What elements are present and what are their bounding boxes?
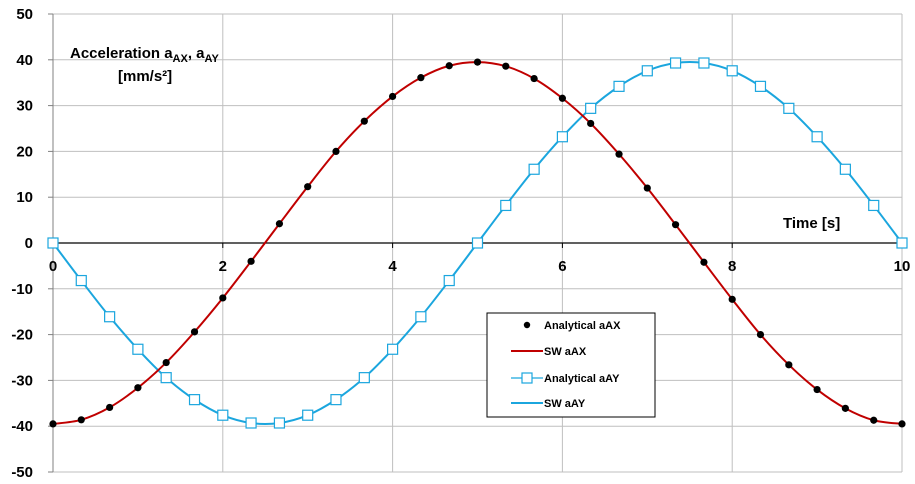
point-analytical-aax — [106, 403, 114, 412]
x-tick-label: 0 — [49, 258, 57, 275]
x-tick-labels: 0 2 4 6 8 10 — [49, 258, 911, 275]
y-axis-label-sep: , a — [188, 45, 205, 62]
point-analytical-aay — [754, 80, 767, 92]
legend-label-sw-aax: SW aAX — [544, 346, 587, 358]
y-tick-labels: 50 40 30 20 10 0 -10 -20 -30 -40 -50 — [11, 6, 33, 481]
y-axis-label-sub1: AX — [173, 53, 189, 65]
point-analytical-aax — [728, 295, 736, 303]
x-tick-label: 4 — [388, 258, 397, 275]
point-analytical-aax — [49, 420, 57, 428]
y-axis-label-sub2: AY — [205, 53, 220, 65]
point-analytical-aax — [473, 58, 482, 66]
point-analytical-aay — [75, 274, 87, 287]
point-analytical-aax — [304, 183, 312, 191]
point-analytical-aay — [613, 80, 625, 92]
point-analytical-aay — [273, 417, 286, 429]
y-tick-label: -50 — [11, 464, 33, 481]
point-analytical-aay — [160, 372, 172, 384]
point-analytical-aay — [104, 311, 116, 323]
legend-label-analytical-aay: Analytical aAY — [544, 373, 620, 385]
point-analytical-aax — [389, 92, 397, 101]
point-analytical-aax — [813, 385, 821, 394]
point-analytical-aax — [700, 258, 708, 266]
legend-label-sw-aay: SW aAY — [544, 398, 586, 410]
y-tick-label: 20 — [16, 143, 33, 160]
y-tick-label: -20 — [11, 327, 33, 344]
x-tick-label: 2 — [219, 258, 227, 275]
y-tick-label: 30 — [16, 98, 33, 115]
point-analytical-aax — [247, 257, 255, 265]
point-analytical-aay — [443, 274, 455, 287]
point-analytical-aay — [783, 102, 795, 114]
point-analytical-aax — [332, 147, 340, 155]
point-analytical-aay — [358, 372, 370, 384]
point-analytical-aay — [839, 163, 851, 175]
point-analytical-aay — [245, 417, 257, 429]
point-analytical-aay — [896, 237, 908, 249]
point-analytical-aay — [669, 57, 682, 69]
y-tick-label: 0 — [25, 235, 33, 252]
x-axis-label: Time [s] — [783, 215, 840, 232]
point-analytical-aax — [841, 404, 849, 412]
point-analytical-aax — [360, 117, 368, 125]
point-analytical-aax — [134, 384, 142, 392]
point-analytical-aay — [556, 131, 569, 143]
y-tick-label: 50 — [16, 6, 33, 23]
x-tick-label: 10 — [894, 258, 911, 275]
point-analytical-aax — [785, 361, 793, 369]
point-analytical-aay — [868, 199, 880, 212]
point-analytical-aay — [217, 409, 229, 421]
point-analytical-aax — [898, 420, 906, 428]
legend-box — [486, 312, 656, 418]
point-analytical-aax — [502, 62, 510, 70]
point-analytical-aay — [528, 163, 540, 175]
legend: Analytical aAX SW aAX Analytical aAY SW … — [486, 312, 656, 418]
point-analytical-aax — [77, 416, 85, 424]
point-analytical-aax — [445, 62, 453, 70]
point-analytical-aax — [190, 328, 199, 336]
point-analytical-aax — [587, 119, 595, 128]
point-analytical-aax — [162, 358, 170, 367]
point-analytical-aax — [643, 184, 651, 192]
y-tick-label: -10 — [11, 281, 33, 298]
point-analytical-aay — [641, 65, 653, 77]
y-tick-label: -30 — [11, 372, 33, 389]
point-analytical-aay — [47, 237, 59, 249]
x-tick-label: 6 — [558, 258, 566, 275]
y-tick-label: 40 — [16, 52, 33, 69]
point-analytical-aax — [558, 94, 567, 102]
point-analytical-aay — [132, 343, 144, 355]
point-analytical-aax — [417, 74, 425, 82]
point-analytical-aay — [698, 57, 710, 69]
legend-symbol-analytical-aax — [523, 321, 531, 329]
point-analytical-aay — [415, 311, 427, 323]
y-tick-label: 10 — [16, 189, 33, 206]
point-analytical-aax — [615, 150, 623, 158]
point-analytical-aay — [500, 199, 512, 212]
x-tick-label: 8 — [728, 258, 736, 275]
y-axis-label-line2: [mm/s²] — [118, 68, 172, 85]
point-analytical-aax — [530, 74, 538, 83]
point-analytical-aax — [275, 220, 284, 228]
point-analytical-aay — [811, 131, 823, 143]
y-axis-label-main: Acceleration a — [70, 45, 173, 62]
point-analytical-aay — [387, 343, 399, 355]
point-analytical-aay — [471, 237, 484, 249]
point-analytical-aay — [726, 65, 738, 77]
point-analytical-aax — [671, 221, 680, 229]
point-analytical-aax — [756, 331, 765, 339]
point-analytical-aax — [870, 416, 878, 424]
legend-symbol-analytical-aay — [521, 372, 533, 384]
point-analytical-aay — [302, 409, 314, 421]
y-tick-label: -40 — [11, 418, 33, 435]
point-analytical-aax — [219, 294, 227, 302]
legend-label-analytical-aax: Analytical aAX — [544, 320, 621, 332]
y-axis-label-line1: Acceleration aAX, aAY — [70, 45, 219, 65]
point-analytical-aay — [330, 394, 342, 406]
point-analytical-aay — [585, 102, 597, 114]
point-analytical-aay — [188, 394, 201, 406]
series-markers — [47, 57, 908, 429]
